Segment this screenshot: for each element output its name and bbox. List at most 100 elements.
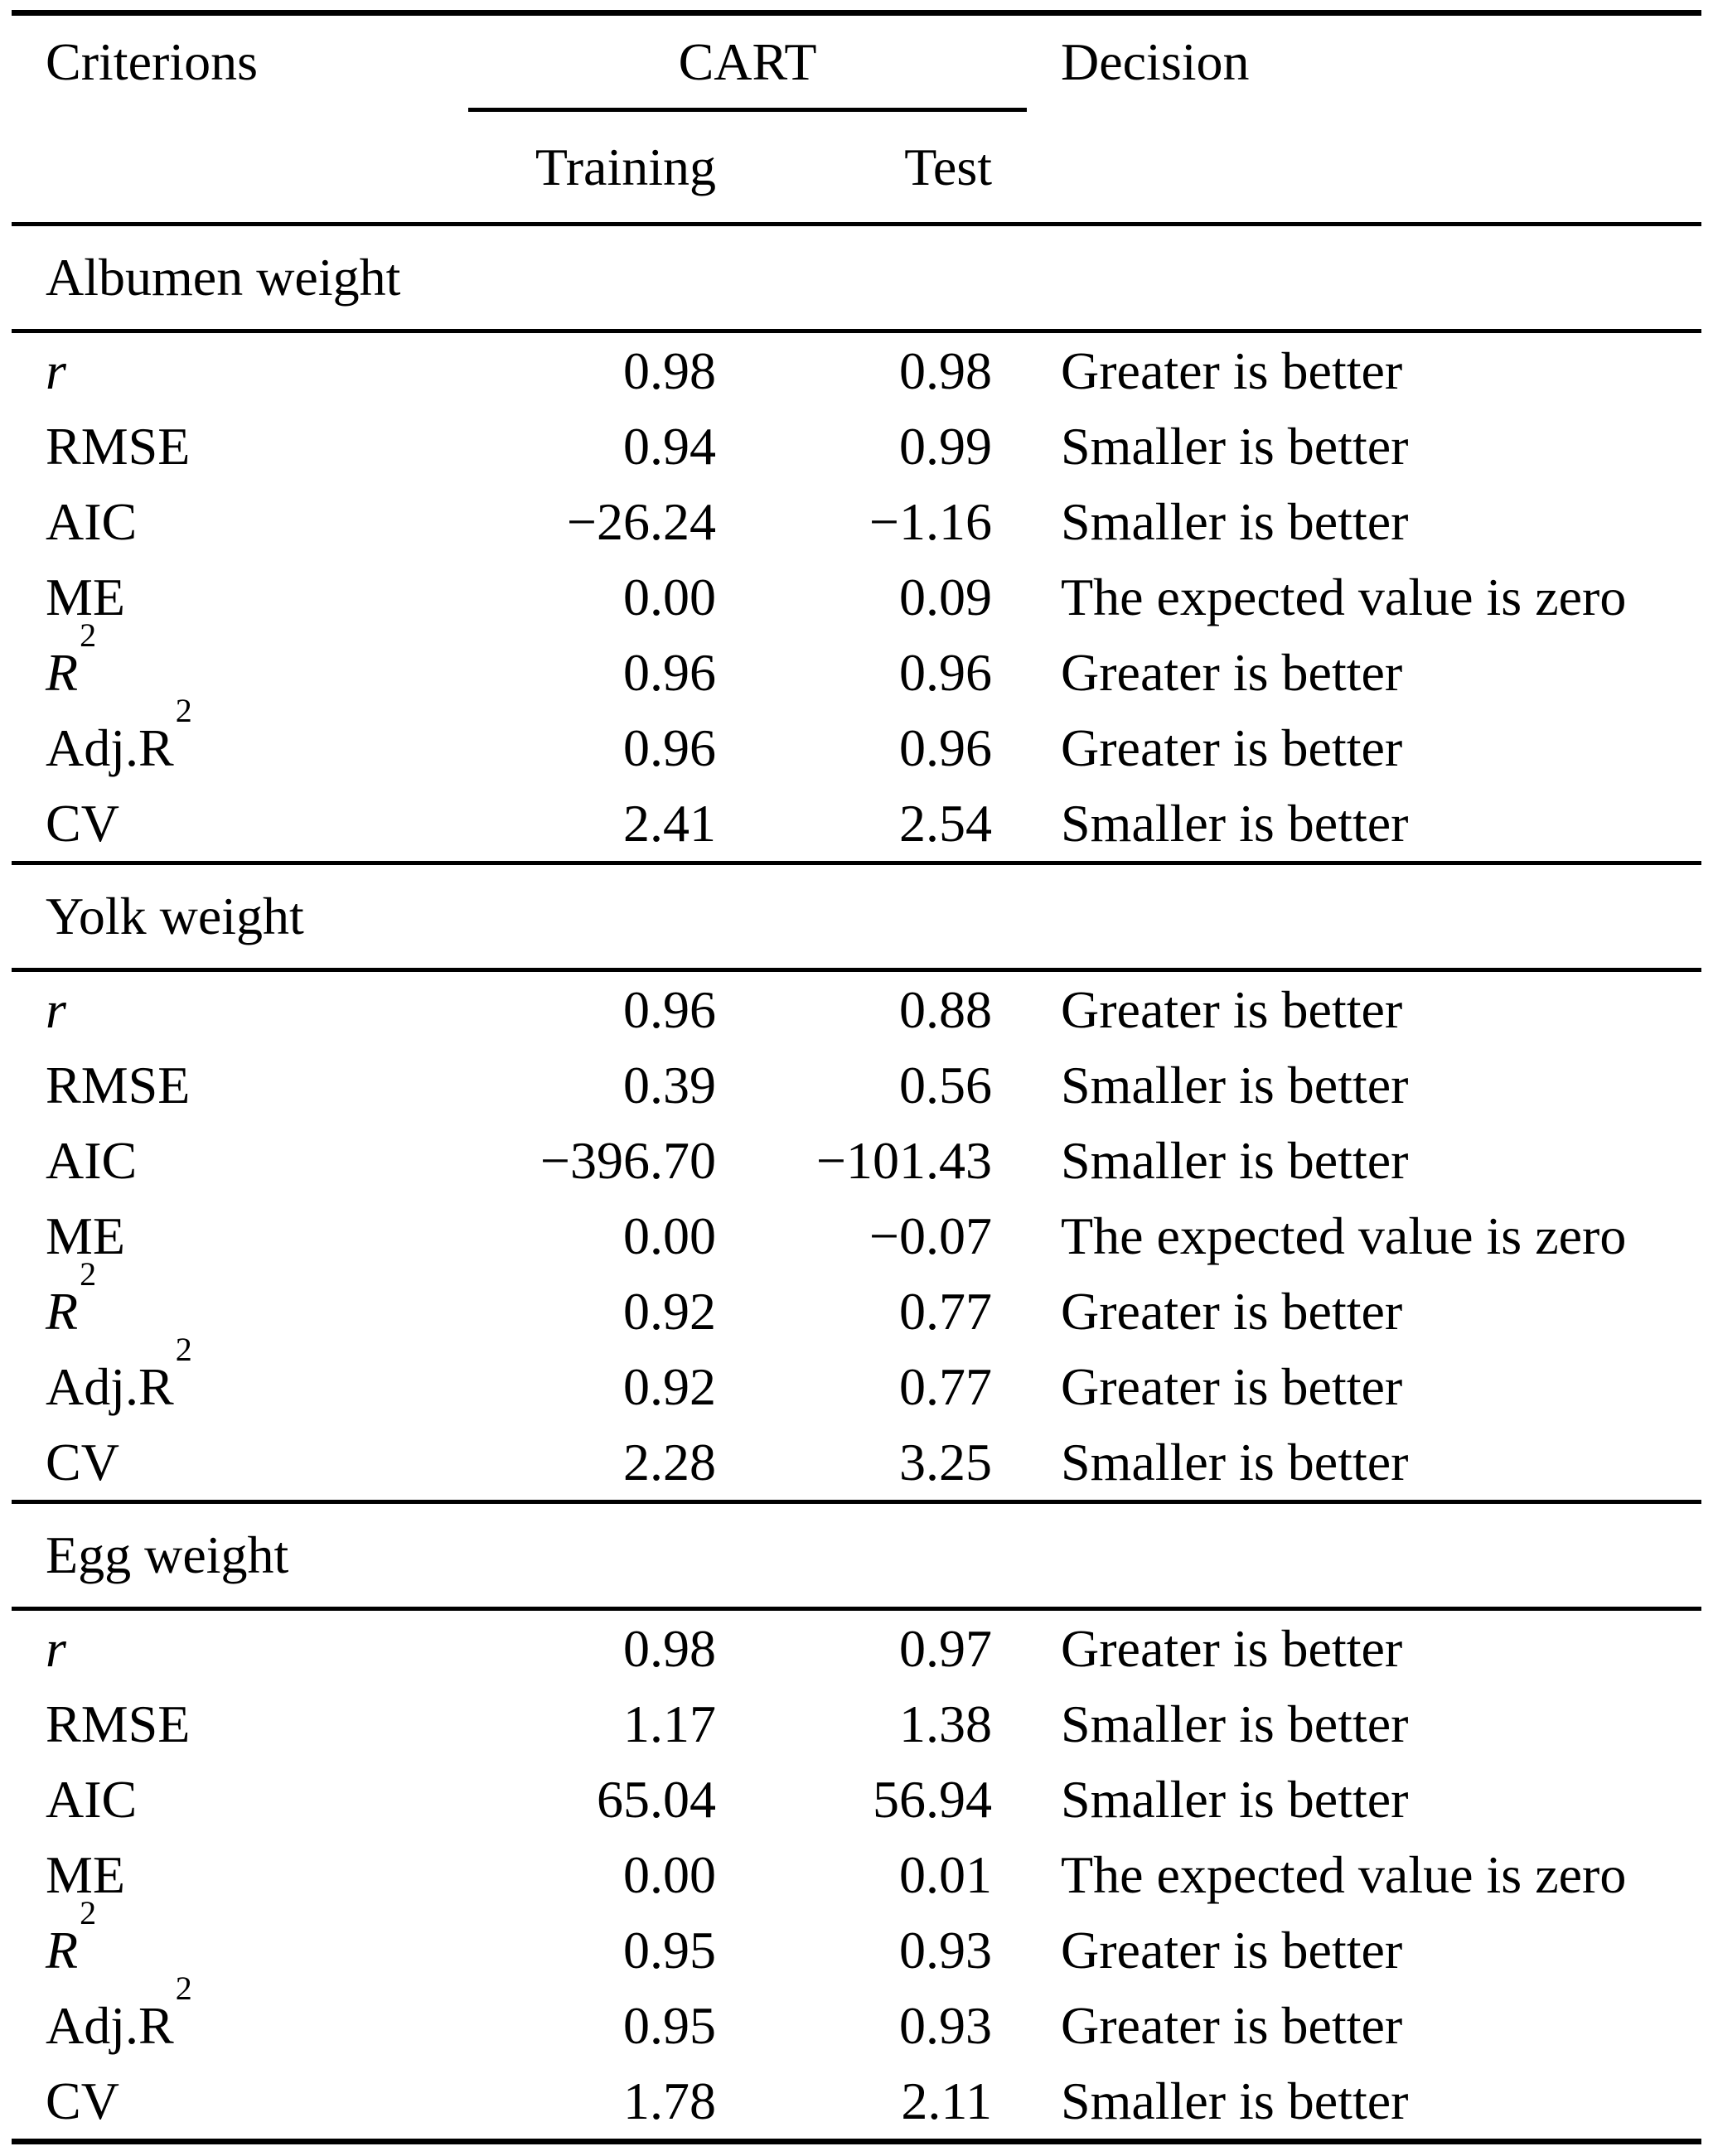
column-group-header-cart: CART [678,31,817,91]
criterion-label: R [46,642,79,702]
criterion-label: RMSE [46,1694,191,1753]
table-row: r 0.98 0.97 Greater is better [0,1611,1713,1686]
decision-cell: Greater is better [1061,1356,1403,1416]
decision-cell: Greater is better [1061,1281,1403,1341]
test-value: −1.16 [869,491,992,551]
table-row: R2 0.96 0.96 Greater is better [0,619,1713,710]
table-row: r 0.98 0.98 Greater is better [0,333,1713,408]
decision-cell: Greater is better [1061,979,1403,1039]
training-value: 2.41 [623,793,716,853]
test-value: −101.43 [815,1130,992,1190]
criterion-cell: R2 [46,619,468,702]
criterion-cell: CV [46,1432,468,1491]
test-value: 0.99 [899,416,992,476]
criterion-cell: RMSE [46,416,468,476]
criterion-cell: r [46,1622,468,1675]
training-value: 0.00 [623,1206,716,1265]
table-row: AIC 65.04 56.94 Smaller is better [0,1762,1713,1837]
table-row: ME 0.00 −0.07 The expected value is zero [0,1198,1713,1274]
decision-cell: Greater is better [1061,1920,1403,1980]
decision-cell: Smaller is better [1061,1769,1409,1829]
criterion-superscript: 2 [175,692,192,730]
training-value: 0.96 [623,979,716,1039]
criterion-cell: R2 [46,1258,468,1341]
test-value: 0.56 [899,1055,992,1114]
training-value: 2.28 [623,1432,716,1491]
decision-cell: Greater is better [1061,1618,1403,1678]
criterion-cell: ME [46,1848,468,1902]
criterion-label: R [46,1281,79,1341]
header-bottom-rule [12,222,1701,226]
decision-cell: Smaller is better [1061,1130,1409,1190]
column-header-test: Test [904,137,992,196]
section-title-underrule [12,1607,1701,1611]
criterion-label: ME [46,567,125,626]
training-value: 0.94 [623,416,716,476]
test-value: 0.93 [899,1920,992,1980]
criterion-cell: CV [46,2074,468,2128]
table-header-row-1: Criterions CART Decision [0,16,1713,108]
test-value: 0.96 [899,642,992,702]
table-row: CV 1.78 2.11 Smaller is better [0,2063,1713,2139]
training-value: 0.95 [623,1995,716,2055]
table-row: AIC −26.24 −1.16 Smaller is better [0,484,1713,559]
decision-cell: Smaller is better [1061,491,1409,551]
criterion-cell: AIC [46,495,468,549]
section-title-underrule [12,968,1701,972]
section-divider-rule [12,861,1701,865]
table-section: Yolk weight r 0.96 0.88 Greater is better RMS… [0,865,1713,1504]
section-title: Yolk weight [46,887,304,945]
training-value: 1.17 [623,1694,716,1753]
table-section: Egg weight r 0.98 0.97 Greater is better RMSE… [0,1504,1713,2139]
criterion-label: AIC [46,1769,138,1829]
test-value: 0.97 [899,1618,992,1678]
criterion-label: ME [46,1206,125,1265]
criterion-label: Adj.R [46,1356,174,1416]
table-row: Adj.R2 0.95 0.93 Greater is better [0,1972,1713,2063]
test-value: 0.93 [899,1995,992,2055]
test-value: 0.09 [899,567,992,626]
test-value: 2.11 [901,2071,992,2130]
criterion-label: CV [46,1432,119,1491]
criterion-label: RMSE [46,416,191,476]
criterion-cell: Adj.R2 [46,1972,468,2055]
training-value: 0.98 [623,341,716,400]
test-value: 0.96 [899,718,992,777]
training-value: 0.00 [623,567,716,626]
test-value: 0.88 [899,979,992,1039]
section-title-underrule [12,329,1701,333]
test-value: 0.98 [899,341,992,400]
test-value: 1.38 [899,1694,992,1753]
decision-cell: The expected value is zero [1061,1206,1627,1265]
decision-cell: The expected value is zero [1061,567,1627,626]
criterion-label: RMSE [46,1055,191,1114]
table-row: R2 0.95 0.93 Greater is better [0,1897,1713,1988]
criterion-cell: ME [46,567,468,626]
cart-group-underline [468,108,1027,112]
table-row: CV 2.41 2.54 Smaller is better [0,786,1713,861]
column-header-decision: Decision [1061,31,1250,91]
criterion-cell: ME [46,1209,468,1263]
table-body: Albumen weight r 0.98 0.98 Greater is better… [0,226,1713,2139]
criterion-cell: RMSE [46,1697,468,1751]
test-value: 56.94 [873,1769,992,1829]
section-divider-rule [12,1500,1701,1504]
criterion-label: ME [46,1844,125,1904]
criterion-cell: r [46,344,468,398]
decision-cell: Greater is better [1061,341,1403,400]
criterion-cell: AIC [46,1769,468,1829]
table-row: ME 0.00 0.09 The expected value is zero [0,559,1713,635]
criterion-superscript: 2 [80,616,97,655]
table-row: AIC −396.70 −101.43 Smaller is better [0,1123,1713,1198]
criterion-superscript: 2 [80,1894,97,1932]
table-row: RMSE 0.94 0.99 Smaller is better [0,408,1713,484]
column-header-criterions: Criterions [46,31,258,91]
criterion-label: r [46,979,66,1039]
section-title-row: Yolk weight [0,865,1713,968]
criterion-label: Adj.R [46,1995,174,2055]
test-value: 0.77 [899,1356,992,1416]
criterion-label: AIC [46,1130,138,1190]
column-header-training: Training [535,137,716,196]
criterion-cell: Adj.R2 [46,1333,468,1414]
